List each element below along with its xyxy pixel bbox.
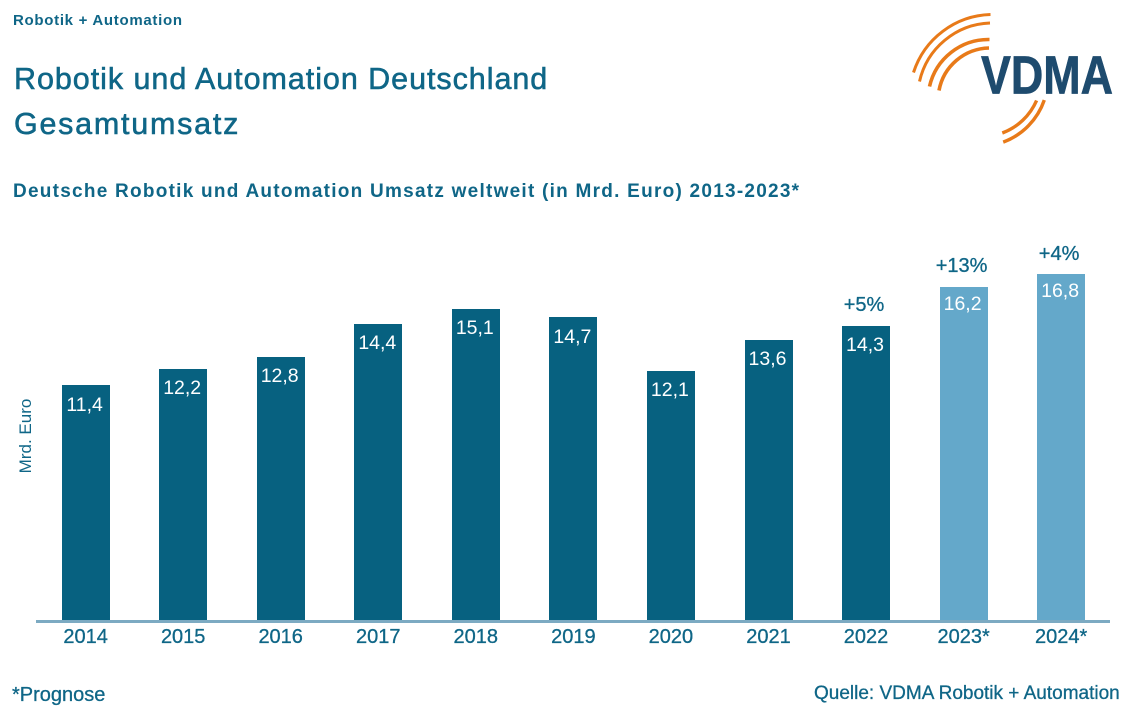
svg-text:VDMA: VDMA: [981, 46, 1113, 106]
